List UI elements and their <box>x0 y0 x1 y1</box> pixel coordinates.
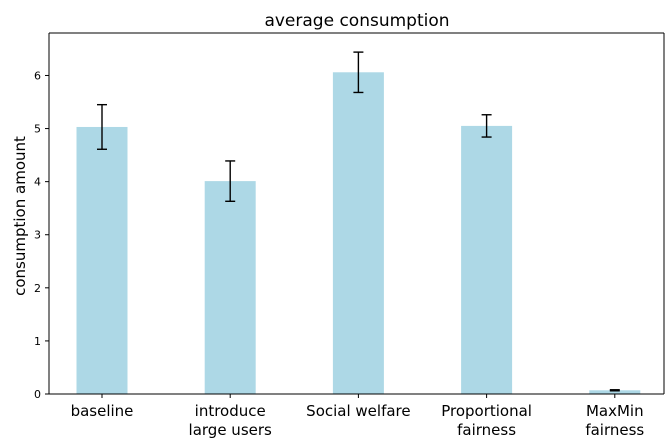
x-tick-label-4-0: MaxMin <box>586 402 644 420</box>
y-tick-label-1: 1 <box>34 335 41 348</box>
bar-4 <box>589 390 641 394</box>
x-tick-label-3-1: fairness <box>457 421 516 438</box>
y-tick-label-0: 0 <box>34 388 41 401</box>
y-tick-label-2: 2 <box>34 282 41 295</box>
x-tick-label-2-0: Social welfare <box>306 402 410 420</box>
y-tick-label-6: 6 <box>34 69 41 82</box>
x-tick-label-4-1: fairness <box>585 421 644 438</box>
y-tick-label-4: 4 <box>34 176 41 189</box>
bar-0 <box>76 126 128 394</box>
bar-2 <box>332 72 384 395</box>
y-tick-label-3: 3 <box>34 229 41 242</box>
bar-1 <box>204 181 256 394</box>
x-tick-label-3-0: Proportional <box>441 402 532 420</box>
x-tick-label-0-0: baseline <box>71 402 134 420</box>
x-tick-label-1-0: introduce <box>195 402 266 420</box>
y-axis-label: consumption amount <box>11 136 29 296</box>
bar-3 <box>461 125 513 394</box>
x-tick-label-1-1: large users <box>189 421 272 438</box>
chart-title: average consumption <box>264 11 449 31</box>
y-tick-label-5: 5 <box>34 123 41 136</box>
